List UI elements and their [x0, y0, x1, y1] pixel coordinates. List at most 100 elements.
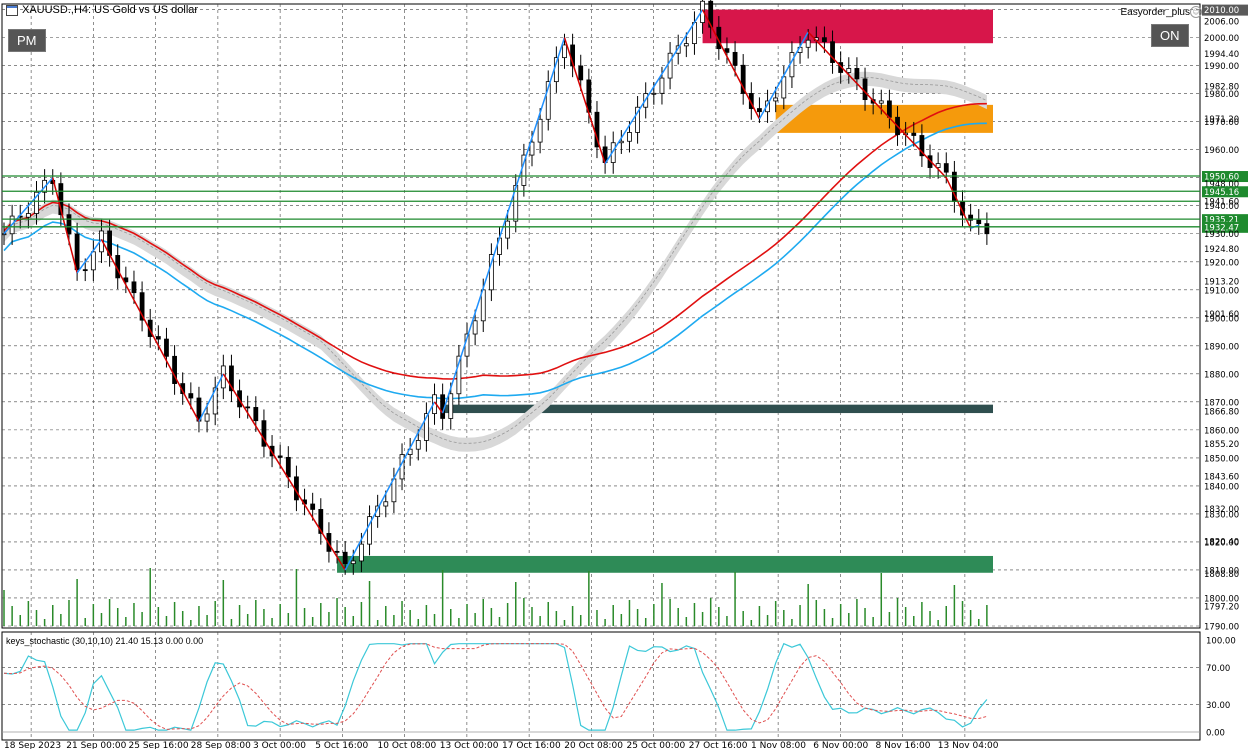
candle-body: [911, 132, 917, 136]
volume-bars: [3, 568, 988, 626]
candle-body: [887, 100, 892, 118]
price-label: 1948.00: [1204, 180, 1239, 190]
candle-body: [1, 233, 7, 236]
price-label: 1994.40: [1204, 50, 1239, 60]
time-label: 25 Oct 00:00: [627, 741, 686, 749]
candle-body: [253, 407, 259, 422]
candle-body: [188, 393, 194, 399]
zigzag-segment: [563, 37, 606, 164]
price-label: 1980.00: [1204, 90, 1239, 100]
price-tag: [1202, 4, 1248, 16]
candle-body: [578, 65, 584, 81]
candle-body: [359, 543, 364, 562]
expert-name: Easyorder_plus: [1120, 7, 1190, 18]
pm-button[interactable]: PM: [8, 29, 46, 52]
zigzag-segment: [433, 401, 444, 414]
candle-body: [245, 406, 251, 409]
candle-body: [537, 118, 543, 143]
time-label: 3 Oct 00:00: [253, 741, 306, 749]
price-label: 1932.47: [1204, 223, 1239, 233]
candle-body: [545, 81, 551, 120]
expert-smiley-icon: ☺: [1190, 6, 1202, 18]
zigzag-segment: [3, 177, 54, 235]
zigzag-segment: [701, 9, 761, 120]
candle-body: [968, 214, 974, 221]
supply-zone: [702, 9, 993, 44]
chart-title: XAUUSD.,H4: US Gold vs US dollar: [6, 4, 198, 16]
price-label: 1800.00: [1204, 594, 1239, 604]
candle-body: [846, 68, 852, 73]
candle-body: [740, 64, 746, 94]
time-label: 21 Sep 00:00: [66, 741, 126, 749]
candle-body: [383, 501, 389, 507]
zigzag-segment: [100, 238, 200, 422]
price-label: 1990.00: [1204, 62, 1239, 72]
indicator-axis-label: 0.00: [1206, 729, 1225, 739]
price-label: 1971.20: [1204, 115, 1239, 125]
candle-body: [984, 223, 990, 235]
price-label: 1924.80: [1204, 245, 1239, 255]
candle-body: [919, 135, 925, 157]
candle-body: [594, 111, 600, 148]
candle-body: [229, 365, 234, 392]
candle-body: [155, 336, 161, 340]
candle-body: [822, 37, 827, 43]
price-label: 1920.00: [1204, 258, 1239, 268]
candle-body: [350, 560, 356, 565]
candle-body: [415, 440, 421, 450]
ma-red-line: [3, 102, 987, 380]
candle-body: [82, 269, 88, 272]
candle-body: [765, 100, 770, 113]
price-label: 1840.00: [1204, 482, 1239, 492]
candle-body: [139, 292, 145, 321]
candle-body: [423, 413, 429, 441]
time-label: 28 Sep 08:00: [191, 741, 251, 749]
price-label: 1808.80: [1204, 570, 1239, 580]
price-label: 1860.00: [1204, 426, 1239, 436]
price-label: 1913.20: [1204, 277, 1239, 287]
price-label: 1935.21: [1204, 216, 1239, 226]
candle-body: [757, 108, 762, 113]
price-tag: [1202, 186, 1248, 198]
price-label: 1832.00: [1204, 505, 1239, 515]
candle-body: [675, 45, 681, 54]
zigzag-segment: [441, 37, 566, 414]
time-axis: 18 Sep 2023 21 Sep 00:00 25 Sep 16:00 28 Se…: [4, 741, 999, 749]
main-chart-frame: [1, 3, 1201, 629]
candle-body: [164, 338, 169, 357]
candle-body: [277, 455, 283, 458]
demand-zone-green: [337, 555, 993, 573]
price-label: 1797.20: [1204, 602, 1239, 612]
candle-body: [488, 254, 494, 291]
price-label: 1960.00: [1204, 146, 1239, 156]
price-label: 1945.16: [1204, 188, 1239, 198]
candle-body: [367, 516, 372, 545]
on-button[interactable]: ON: [1151, 24, 1189, 47]
zigzag-segment: [344, 401, 436, 571]
candle-body: [935, 163, 941, 168]
zigzag: [3, 9, 979, 571]
time-label: 8 Nov 16:00: [876, 741, 931, 749]
time-label: 17 Oct 16:00: [502, 741, 561, 749]
candle-body: [505, 220, 511, 239]
price-label: 1820.40: [1204, 537, 1239, 547]
indicator-axis-label: 70.00: [1206, 664, 1230, 674]
time-label: 20 Oct 08:00: [564, 741, 623, 749]
indicator-axis-label: 100.00: [1206, 637, 1236, 647]
price-label: 1820.00: [1204, 538, 1239, 548]
orange-zone: [775, 104, 993, 133]
candles: [1, 0, 990, 575]
price-label: 2000.00: [1204, 34, 1239, 44]
candle-body: [773, 97, 779, 102]
candle-body: [285, 456, 291, 478]
candle-body: [830, 41, 835, 63]
zigzag-segment: [758, 31, 809, 120]
chart-window-icon: [6, 4, 18, 16]
zigzag-segment: [945, 177, 972, 229]
time-label: 5 Oct 16:00: [315, 741, 368, 749]
price-label: 1910.00: [1204, 286, 1239, 296]
price-label: 1930.00: [1204, 230, 1239, 240]
candle-body: [456, 355, 462, 395]
